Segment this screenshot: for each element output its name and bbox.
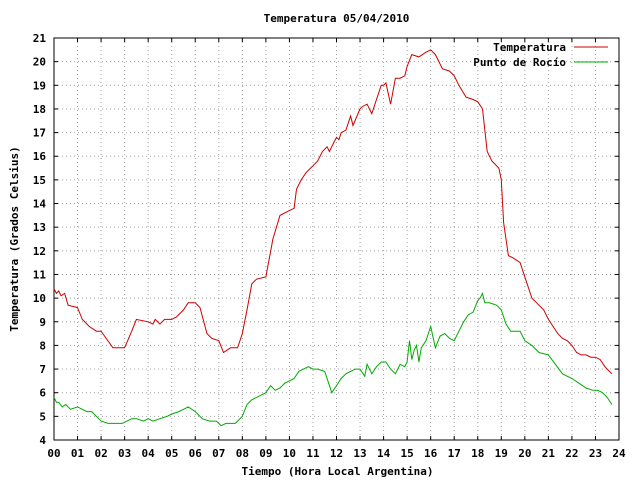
grid: [54, 38, 619, 440]
series-line-temperatura: [53, 49, 613, 375]
x-tick-label: 00: [47, 447, 60, 460]
y-tick-label: 4: [39, 434, 46, 447]
y-tick-label: 6: [39, 387, 46, 400]
x-tick-label: 04: [142, 447, 156, 460]
x-tick-label: 14: [377, 447, 391, 460]
y-tick-label: 11: [33, 268, 47, 281]
x-tick-label: 08: [236, 447, 249, 460]
y-tick-label: 9: [39, 316, 46, 329]
x-tick-label: 20: [518, 447, 531, 460]
x-tick-label: 09: [259, 447, 272, 460]
chart-title: Temperatura 05/04/2010: [264, 12, 410, 25]
series-lines: [53, 49, 613, 427]
x-tick-label: 12: [330, 447, 343, 460]
x-tick-label: 21: [542, 447, 556, 460]
x-tick-label: 10: [283, 447, 296, 460]
series-line-punto-de-rocio: [53, 291, 613, 427]
y-tick-label: 13: [33, 221, 46, 234]
y-tick-label: 18: [33, 103, 46, 116]
legend-label-temperatura: Temperatura: [493, 41, 566, 54]
x-tick-label: 01: [71, 447, 85, 460]
y-tick-label: 14: [33, 198, 47, 211]
x-tick-label: 22: [565, 447, 578, 460]
y-tick-label: 16: [33, 150, 47, 163]
y-tick-label: 20: [33, 56, 46, 69]
y-tick-label: 21: [33, 32, 47, 45]
legend-label-punto-de-rocio: Punto de Rocío: [473, 56, 566, 69]
x-tick-label: 05: [165, 447, 178, 460]
y-tick-label: 19: [33, 79, 46, 92]
x-tick-label: 17: [448, 447, 461, 460]
axis-ticks: 00 01 02 03 04 05 06 07 08 09 10 11 12 13 14 15 16 17 18 19…: [33, 32, 626, 460]
y-axis-label: Temperatura (Grados Celsius): [8, 146, 21, 331]
x-tick-label: 23: [589, 447, 602, 460]
legend: Temperatura Punto de Rocío: [473, 41, 608, 69]
y-tick-label: 8: [39, 339, 46, 352]
x-tick-label: 19: [495, 447, 508, 460]
y-tick-label: 12: [33, 245, 46, 258]
x-tick-label: 13: [353, 447, 366, 460]
x-tick-label: 24: [612, 447, 626, 460]
x-tick-label: 03: [118, 447, 131, 460]
y-tick-label: 10: [33, 292, 46, 305]
y-tick-label: 15: [33, 174, 46, 187]
x-tick-label: 16: [424, 447, 438, 460]
x-tick-label: 06: [189, 447, 203, 460]
y-tick-label: 5: [39, 410, 46, 423]
y-tick-label: 17: [33, 127, 46, 140]
x-tick-label: 02: [94, 447, 107, 460]
y-tick-label: 7: [39, 363, 46, 376]
x-tick-label: 18: [471, 447, 484, 460]
x-tick-label: 07: [212, 447, 225, 460]
x-tick-label: 11: [306, 447, 320, 460]
x-axis-label: Tiempo (Hora Local Argentina): [241, 465, 433, 478]
x-tick-label: 15: [401, 447, 414, 460]
